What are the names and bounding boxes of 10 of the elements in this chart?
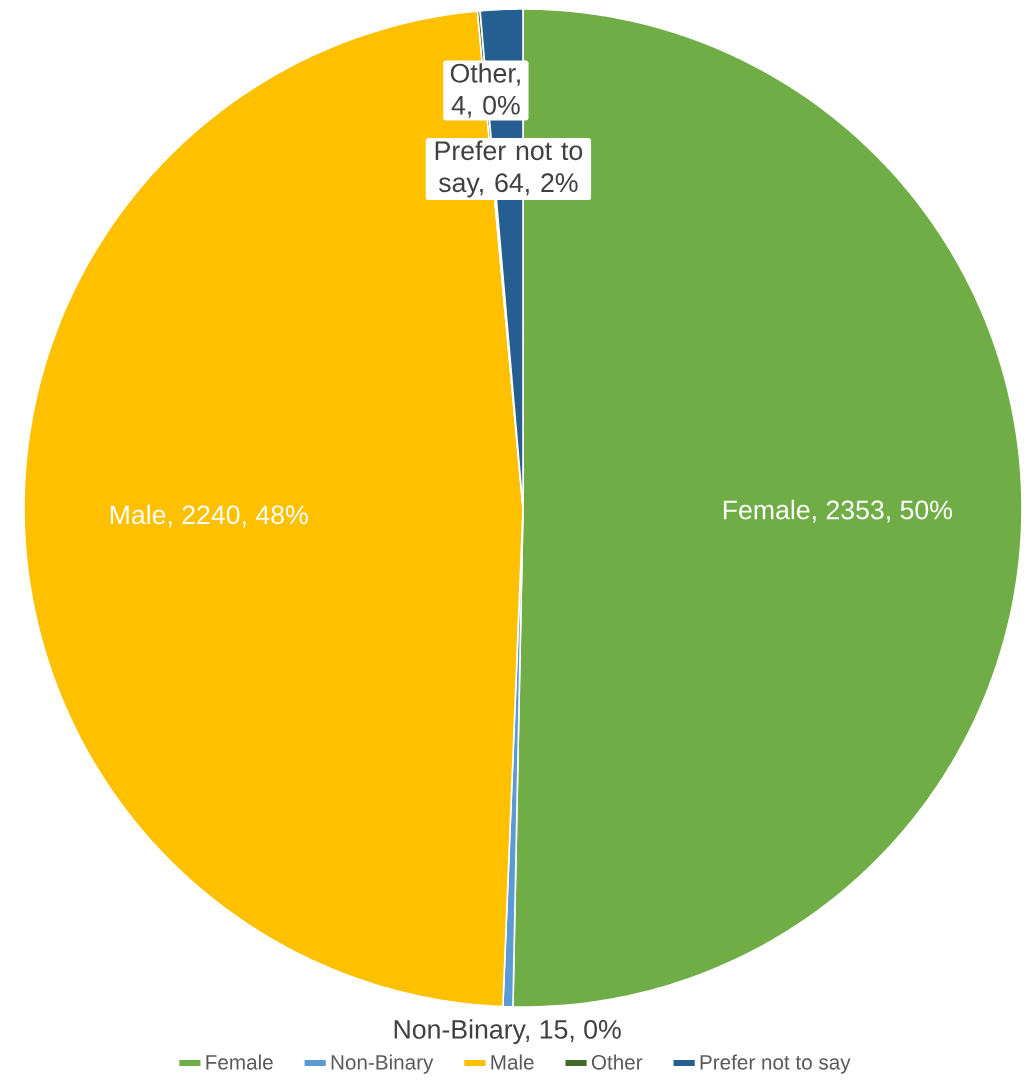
legend-label: Male — [491, 1054, 534, 1070]
legend-label: Prefer not to say — [700, 1054, 851, 1074]
data-label: Prefer not to say, 64, 2% — [435, 140, 583, 198]
legend-label: Female — [206, 1054, 273, 1070]
legend-label: Non-Binary — [331, 1054, 434, 1074]
data-label: Male, 2240, 48% — [110, 504, 308, 528]
data-label: Non-Binary, 15, 0% — [394, 1019, 621, 1045]
legend-label: Other — [591, 1054, 643, 1070]
data-label: Female, 2353, 50% — [723, 499, 952, 523]
data-label: Other, 4, 0% — [450, 63, 520, 118]
